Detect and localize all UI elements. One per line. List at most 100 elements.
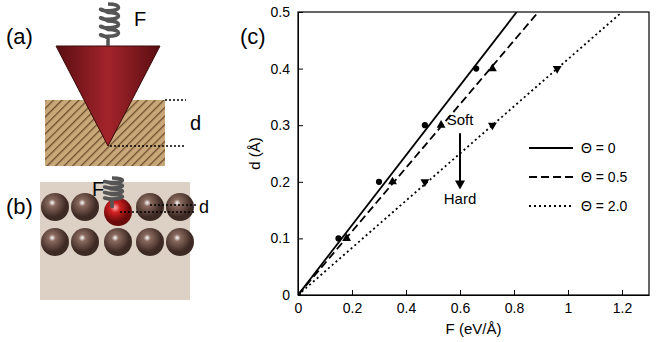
x-tick-mark — [622, 290, 623, 295]
y-tick: 0.5 — [271, 4, 303, 20]
x-tick-label: 1.2 — [613, 300, 633, 316]
y-tick: 0.4 — [271, 61, 303, 77]
atom — [41, 228, 69, 256]
depth-line — [150, 204, 196, 206]
atom — [136, 193, 164, 221]
x-tick: 0 — [295, 290, 303, 316]
plot-area — [298, 12, 622, 295]
x-tick-label: 0.4 — [397, 300, 417, 316]
series-line — [298, 12, 538, 295]
data-point — [437, 120, 446, 128]
x-tick-label: 0.6 — [451, 300, 471, 316]
data-point — [388, 177, 397, 185]
x-tick: 0.2 — [343, 290, 363, 316]
x-tick-mark — [514, 290, 515, 295]
y-tick-mark — [298, 69, 303, 70]
x-tick: 1 — [565, 290, 573, 316]
spring — [101, 4, 119, 46]
figure: (a) Fd (b) Fd (c) 0 0.2 0.4 0.6 0.8 1 1.2 0 0.1 0.2 0.3… — [0, 0, 664, 342]
y-tick-label: 0.5 — [271, 4, 291, 20]
depth-line — [110, 145, 186, 147]
depth-line — [165, 99, 186, 101]
data-point — [335, 235, 341, 241]
atom — [166, 193, 194, 221]
annotation: Soft — [447, 111, 475, 128]
y-tick-mark — [298, 125, 303, 126]
panel-label: (c) — [240, 24, 266, 49]
data-point — [420, 179, 429, 187]
panel-label: (a) — [6, 24, 33, 49]
panel-label: (b) — [6, 194, 33, 219]
legend-swatch — [529, 147, 573, 149]
data-point — [488, 63, 497, 71]
displaced-atom — [104, 198, 132, 226]
y-tick: 0.1 — [271, 230, 303, 246]
depth-label: d — [199, 197, 209, 217]
x-tick: 0.6 — [451, 290, 471, 316]
legend-label: Θ = 0.5 — [581, 169, 628, 185]
atom — [136, 228, 164, 256]
y-tick-mark — [298, 182, 303, 183]
y-tick-label: 0.3 — [271, 117, 291, 133]
annotations: Soft Hard — [444, 111, 477, 207]
y-tick-label: 0.1 — [271, 230, 291, 246]
spring — [105, 178, 123, 208]
data-point — [422, 122, 428, 128]
x-tick-mark — [568, 290, 569, 295]
y-axis-line — [298, 13, 299, 296]
legend-label: Θ = 2.0 — [581, 198, 628, 214]
x-tick-label: 0.2 — [343, 300, 363, 316]
data-point — [473, 66, 479, 72]
x-tick-mark — [460, 290, 461, 295]
x-axis-line — [299, 295, 650, 296]
atom — [41, 193, 69, 221]
y-axis-title: d (Å) — [246, 137, 263, 170]
y-tick: 0.2 — [271, 174, 303, 190]
y-tick-mark — [298, 295, 303, 296]
annotation: Hard — [444, 190, 477, 207]
legend-swatch — [529, 205, 573, 207]
data-point — [342, 233, 351, 241]
data-point — [298, 292, 301, 295]
force-label: F — [92, 178, 104, 200]
x-tick-label: 0 — [295, 300, 303, 316]
y-tick-label: 0.4 — [271, 61, 291, 77]
x-tick-label: 0.8 — [505, 300, 525, 316]
atom — [71, 228, 99, 256]
annotation-arrowhead — [455, 180, 465, 189]
y-axis: 0 0.1 0.2 0.3 0.4 0.5 — [271, 4, 303, 303]
y-tick: 0.3 — [271, 117, 303, 133]
panel-c: (c) 0 0.2 0.4 0.6 0.8 1 1.2 0 0.1 0.2 0.3 0.4 0.5 F (e… — [240, 4, 650, 337]
atom — [166, 228, 194, 256]
force-label: F — [134, 8, 146, 30]
series-line — [298, 12, 622, 295]
x-axis: 0 0.2 0.4 0.6 0.8 1 1.2 — [295, 290, 650, 316]
y-tick-label: 0 — [282, 287, 290, 303]
data-point — [553, 66, 562, 74]
y-tick: 0 — [282, 287, 303, 303]
data-point — [488, 123, 497, 131]
series-line — [298, 12, 517, 295]
x-tick-label: 1 — [565, 300, 573, 316]
legend-swatch — [529, 176, 573, 178]
panel-a: (a) Fd — [6, 4, 201, 166]
indenter — [56, 46, 160, 146]
x-axis-title: F (eV/Å) — [446, 320, 502, 337]
x-tick-mark — [352, 290, 353, 295]
x-tick: 0.4 — [397, 290, 417, 316]
x-tick: 0.8 — [505, 290, 525, 316]
data-point — [376, 179, 382, 185]
annotation-arrow — [459, 133, 461, 184]
legend: Θ = 0 Θ = 0.5 Θ = 2.0 — [529, 140, 628, 214]
atom — [104, 228, 132, 256]
panel-b: (b) Fd — [6, 178, 209, 300]
legend-label: Θ = 0 — [581, 140, 616, 156]
x-tick: 1.2 — [613, 290, 633, 316]
y-tick-mark — [298, 238, 303, 239]
x-tick-mark — [406, 290, 407, 295]
depth-line — [120, 211, 196, 213]
y-tick-mark — [298, 12, 303, 13]
depth-label: d — [190, 112, 201, 134]
y-tick-label: 0.2 — [271, 174, 291, 190]
plot-frame — [298, 12, 649, 295]
